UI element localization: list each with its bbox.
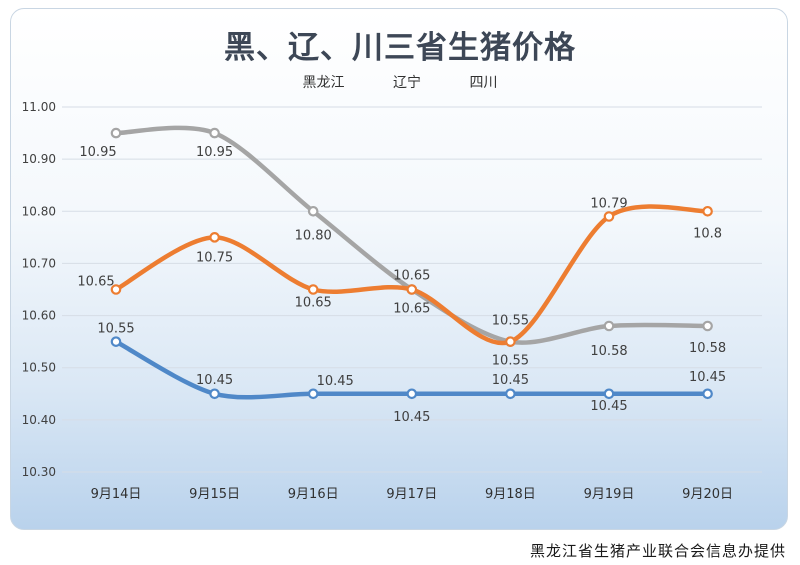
chart-panel bbox=[10, 8, 788, 530]
data-label-sichuan: 10.95 bbox=[79, 145, 116, 160]
data-point-liaoning bbox=[702, 205, 713, 217]
data-point-liaoning bbox=[505, 336, 516, 347]
x-tick-label: 9月19日 bbox=[584, 487, 635, 502]
data-label-liaoning: 10.65 bbox=[393, 269, 430, 284]
data-point-sichuan bbox=[110, 127, 122, 139]
data-point-liaoning bbox=[406, 284, 418, 295]
x-tick-label: 9月18日 bbox=[485, 487, 536, 502]
data-point-liaoning bbox=[209, 232, 220, 243]
y-tick-label: 11.00 bbox=[22, 100, 56, 114]
source-note: 黑龙江省生猪产业联合会信息办提供 bbox=[529, 542, 786, 560]
data-label-heilongjiang: 10.45 bbox=[393, 410, 430, 425]
data-point-liaoning bbox=[307, 284, 319, 295]
data-label-sichuan: 10.58 bbox=[590, 344, 627, 359]
data-label-sichuan: 10.95 bbox=[196, 145, 233, 160]
data-label-heilongjiang: 10.45 bbox=[590, 399, 627, 414]
data-point-sichuan bbox=[307, 205, 319, 217]
y-tick-label: 10.50 bbox=[22, 361, 56, 375]
y-tick-label: 10.80 bbox=[22, 204, 56, 218]
data-label-liaoning: 10.75 bbox=[196, 250, 233, 265]
data-label-liaoning: 10.8 bbox=[693, 226, 722, 241]
x-tick-label: 9月15日 bbox=[189, 487, 240, 502]
data-label-sichuan: 10.65 bbox=[393, 302, 430, 317]
legend-item-heilongjiang: 黑龙江 bbox=[302, 75, 345, 91]
data-label-sichuan: 10.80 bbox=[295, 228, 332, 243]
y-tick-label: 10.90 bbox=[22, 152, 56, 166]
data-point-liaoning bbox=[603, 211, 615, 222]
y-tick-label: 10.70 bbox=[22, 256, 56, 270]
legend-item-liaoning: 辽宁 bbox=[393, 75, 421, 91]
x-tick-label: 9月20日 bbox=[682, 487, 733, 502]
y-tick-label: 10.60 bbox=[22, 309, 56, 323]
data-point-heilongjiang bbox=[110, 336, 122, 347]
data-point-heilongjiang bbox=[603, 388, 615, 400]
data-label-heilongjiang: 10.55 bbox=[97, 322, 134, 337]
y-tick-label: 10.30 bbox=[22, 465, 56, 479]
data-label-sichuan: 10.58 bbox=[689, 341, 726, 356]
x-tick-label: 9月16日 bbox=[288, 487, 339, 502]
legend-item-sichuan: 四川 bbox=[469, 75, 498, 91]
data-label-heilongjiang: 10.45 bbox=[196, 373, 233, 388]
data-point-heilongjiang bbox=[209, 388, 220, 400]
y-tick-label: 10.40 bbox=[22, 413, 56, 427]
data-label-liaoning: 10.79 bbox=[590, 197, 627, 212]
data-label-sichuan: 10.55 bbox=[492, 354, 529, 369]
data-point-sichuan bbox=[603, 320, 615, 332]
data-point-sichuan bbox=[702, 320, 713, 332]
data-label-heilongjiang: 10.45 bbox=[492, 373, 529, 388]
data-point-heilongjiang bbox=[505, 388, 516, 400]
data-point-liaoning bbox=[110, 284, 122, 295]
data-point-heilongjiang bbox=[307, 388, 319, 400]
chart-legend: 黑龙江 辽宁 四川 bbox=[0, 72, 800, 92]
data-label-liaoning: 10.65 bbox=[295, 296, 332, 311]
data-point-heilongjiang bbox=[702, 388, 713, 400]
data-label-heilongjiang: 10.45 bbox=[689, 370, 726, 385]
x-tick-label: 9月14日 bbox=[91, 487, 142, 502]
x-tick-label: 9月17日 bbox=[386, 487, 437, 502]
data-label-liaoning: 10.55 bbox=[492, 314, 529, 329]
chart-title: 黑、辽、川三省生猪价格 bbox=[224, 30, 576, 66]
data-label-heilongjiang: 10.45 bbox=[317, 374, 354, 389]
data-point-sichuan bbox=[209, 127, 220, 139]
data-label-liaoning: 10.65 bbox=[77, 275, 114, 290]
data-point-heilongjiang bbox=[406, 388, 418, 400]
